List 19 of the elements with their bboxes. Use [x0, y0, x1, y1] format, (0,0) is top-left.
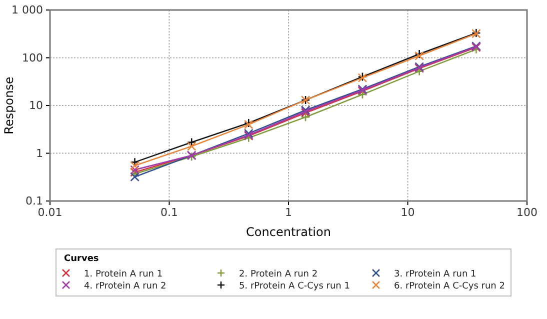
legend-label: 4. rProtein A run 2: [84, 282, 166, 292]
y-axis-title: Response: [2, 76, 16, 134]
x-tick-label: 100: [516, 206, 538, 219]
x-tick-label: 0.1: [160, 206, 178, 219]
x-tick-label: 0.01: [38, 206, 62, 219]
x-tick-label: 10: [400, 206, 415, 219]
y-tick-label: 1: [36, 146, 43, 160]
legend-label: 2. Protein A run 2: [239, 270, 318, 280]
legend-title: Curves: [64, 254, 99, 264]
y-tick-label: 1 000: [12, 4, 43, 17]
y-tick-label: 0.1: [26, 194, 43, 208]
legend-label: 3. rProtein A run 1: [394, 270, 476, 280]
legend-label: 6. rProtein A C-Cys run 2: [394, 282, 505, 292]
legend-label: 1. Protein A run 1: [84, 270, 163, 280]
legend-label: 5. rProtein A C-Cys run 1: [239, 282, 350, 292]
y-tick-label: 100: [22, 51, 43, 64]
y-tick-label: 10: [29, 99, 43, 112]
x-tick-label: 1: [285, 206, 292, 219]
x-axis-title: Concentration: [246, 225, 331, 239]
